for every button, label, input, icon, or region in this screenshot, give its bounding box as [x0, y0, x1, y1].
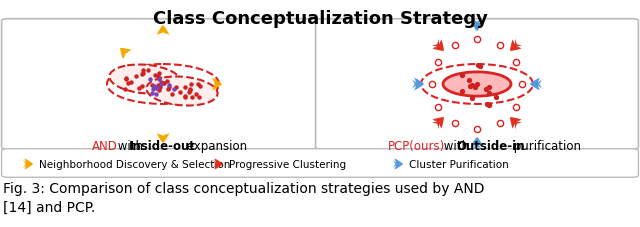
Text: expansion: expansion — [183, 139, 247, 152]
Ellipse shape — [109, 65, 180, 94]
Text: with: with — [440, 139, 473, 152]
Ellipse shape — [147, 77, 218, 106]
Text: AND: AND — [92, 139, 118, 152]
FancyBboxPatch shape — [2, 149, 639, 178]
FancyBboxPatch shape — [316, 20, 639, 150]
FancyBboxPatch shape — [2, 20, 324, 150]
Text: Fig. 3: Comparison of class conceptualization strategies used by AND
[14] and PC: Fig. 3: Comparison of class conceptualiz… — [3, 181, 484, 213]
Text: PCP(ours): PCP(ours) — [388, 139, 445, 152]
Text: with: with — [114, 139, 147, 152]
Text: Class Conceptualization Strategy: Class Conceptualization Strategy — [152, 10, 488, 28]
Text: purification: purification — [510, 139, 581, 152]
Text: Cluster Purification: Cluster Purification — [409, 159, 509, 169]
Text: Outside-in: Outside-in — [456, 139, 525, 152]
Text: Inside-out: Inside-out — [129, 139, 196, 152]
Text: Neighborhood Discovery & Selection: Neighborhood Discovery & Selection — [39, 159, 230, 169]
Text: Progressive Clustering: Progressive Clustering — [229, 159, 346, 169]
Circle shape — [443, 73, 511, 97]
